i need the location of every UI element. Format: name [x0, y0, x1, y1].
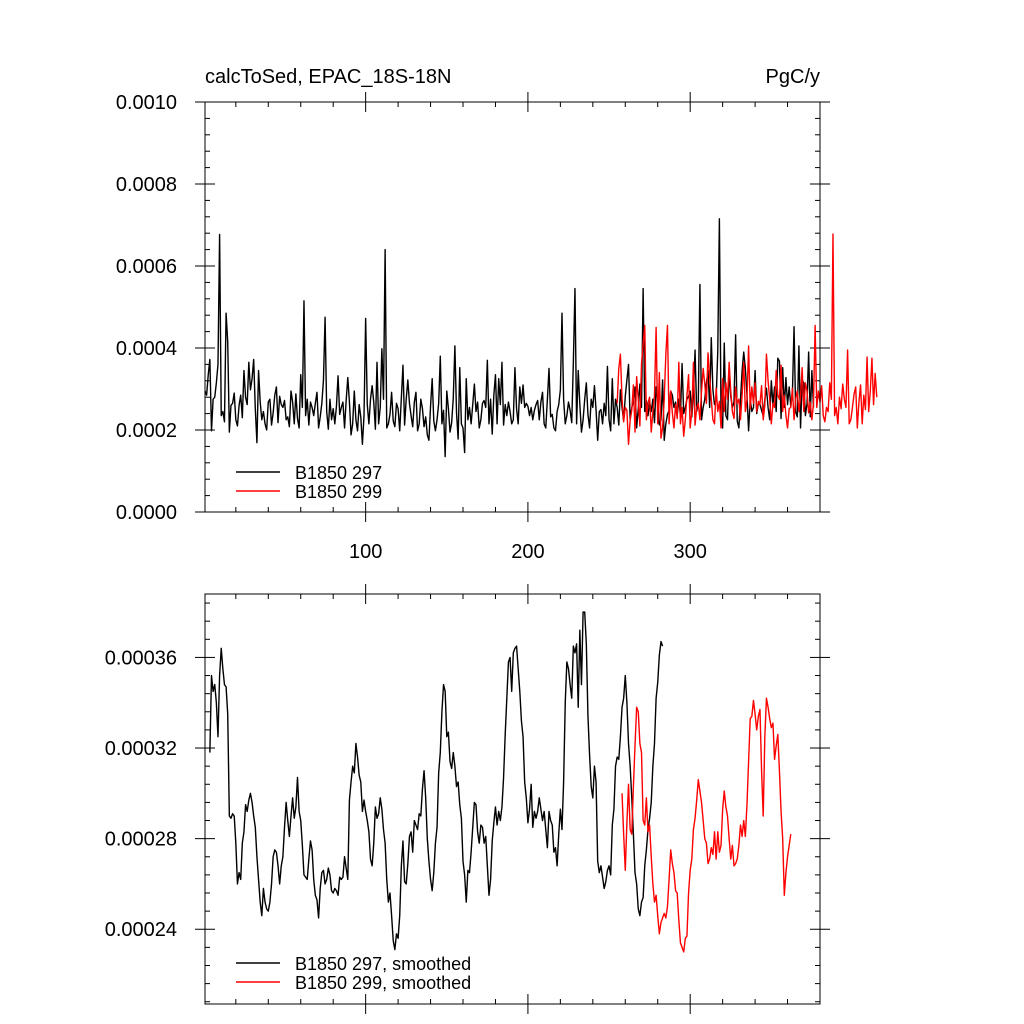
y-tick-label: 0.00032 — [105, 738, 177, 760]
x-tick-label: 300 — [673, 541, 706, 563]
top-ticks — [195, 92, 830, 522]
y-tick-label: 0.00028 — [105, 829, 177, 851]
bottom-ticks — [195, 584, 830, 1014]
y-tick-label: 0.0010 — [116, 92, 177, 114]
top-y-tick-labels: 0.0000 0.0002 0.0004 0.0006 0.0008 0.0010 — [116, 92, 177, 524]
y-tick-label: 0.00024 — [105, 919, 177, 941]
y-tick-label: 0.0006 — [116, 256, 177, 278]
legend-label-b1850-297-smoothed: B1850 297, smoothed — [295, 954, 471, 974]
bottom-legend: B1850 297, smoothed B1850 299, smoothed — [236, 954, 471, 993]
top-legend: B1850 297 B1850 299 — [236, 463, 382, 502]
bottom-plot-frame — [204, 593, 821, 1005]
top-series-lines — [204, 218, 878, 458]
series-line-b1850-299-smoothed — [621, 697, 792, 953]
x-tick-label: 200 — [511, 541, 544, 563]
top-chart: calcToSed, EPAC_18S-18N PgC/y 0.00000.00… — [116, 66, 878, 563]
chart-units: PgC/y — [766, 66, 820, 88]
chart-title: calcToSed, EPAC_18S-18N — [205, 66, 451, 88]
top-x-tick-labels: 100 200 300 — [349, 541, 707, 563]
legend-label-b1850-299-smoothed: B1850 299, smoothed — [295, 973, 471, 993]
bottom-chart: 0.00024 0.00028 0.00032 0.00036 B1850 297, … — [105, 584, 830, 1014]
bottom-series-lines — [209, 611, 792, 953]
bottom-y-tick-labels: 0.00024 0.00028 0.00032 0.00036 — [105, 647, 177, 941]
y-tick-label: 0.0004 — [116, 338, 177, 360]
legend-label-b1850-297: B1850 297 — [295, 463, 382, 483]
series-line-b1850-297 — [204, 218, 815, 458]
y-tick-label: 0.0008 — [116, 174, 177, 196]
y-tick-label: 0.0002 — [116, 420, 177, 442]
series-line-b1850-297-smoothed — [209, 611, 664, 951]
x-tick-label: 100 — [349, 541, 382, 563]
top-plot-frame — [204, 101, 821, 513]
legend-label-b1850-299: B1850 299 — [295, 482, 382, 502]
series-line-b1850-299 — [616, 233, 878, 446]
y-tick-label: 0.0000 — [116, 502, 177, 524]
y-tick-label: 0.00036 — [105, 647, 177, 669]
